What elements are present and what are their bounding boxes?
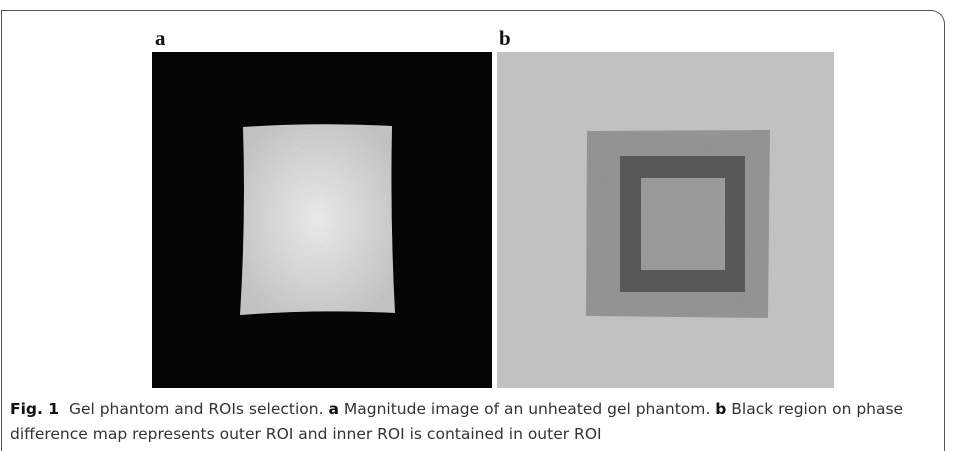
gel-phantom xyxy=(240,124,395,315)
caption-part-text: Magnitude image of an unheated gel phant… xyxy=(344,400,710,418)
caption-part-label: a xyxy=(328,400,338,418)
inner-roi xyxy=(641,178,725,270)
figure-page: a b Fig. 1 Gel phantom and ROIs selectio… xyxy=(0,0,959,451)
figure-caption: Fig. 1 Gel phantom and ROIs selection. a… xyxy=(10,397,940,447)
caption-part-label: b xyxy=(715,400,726,418)
caption-title: Gel phantom and ROIs selection. xyxy=(69,400,324,418)
figure-number: Fig. 1 xyxy=(10,400,59,418)
panel-label: a xyxy=(155,26,166,51)
panel-label: b xyxy=(499,26,511,51)
figure-images xyxy=(0,0,959,451)
